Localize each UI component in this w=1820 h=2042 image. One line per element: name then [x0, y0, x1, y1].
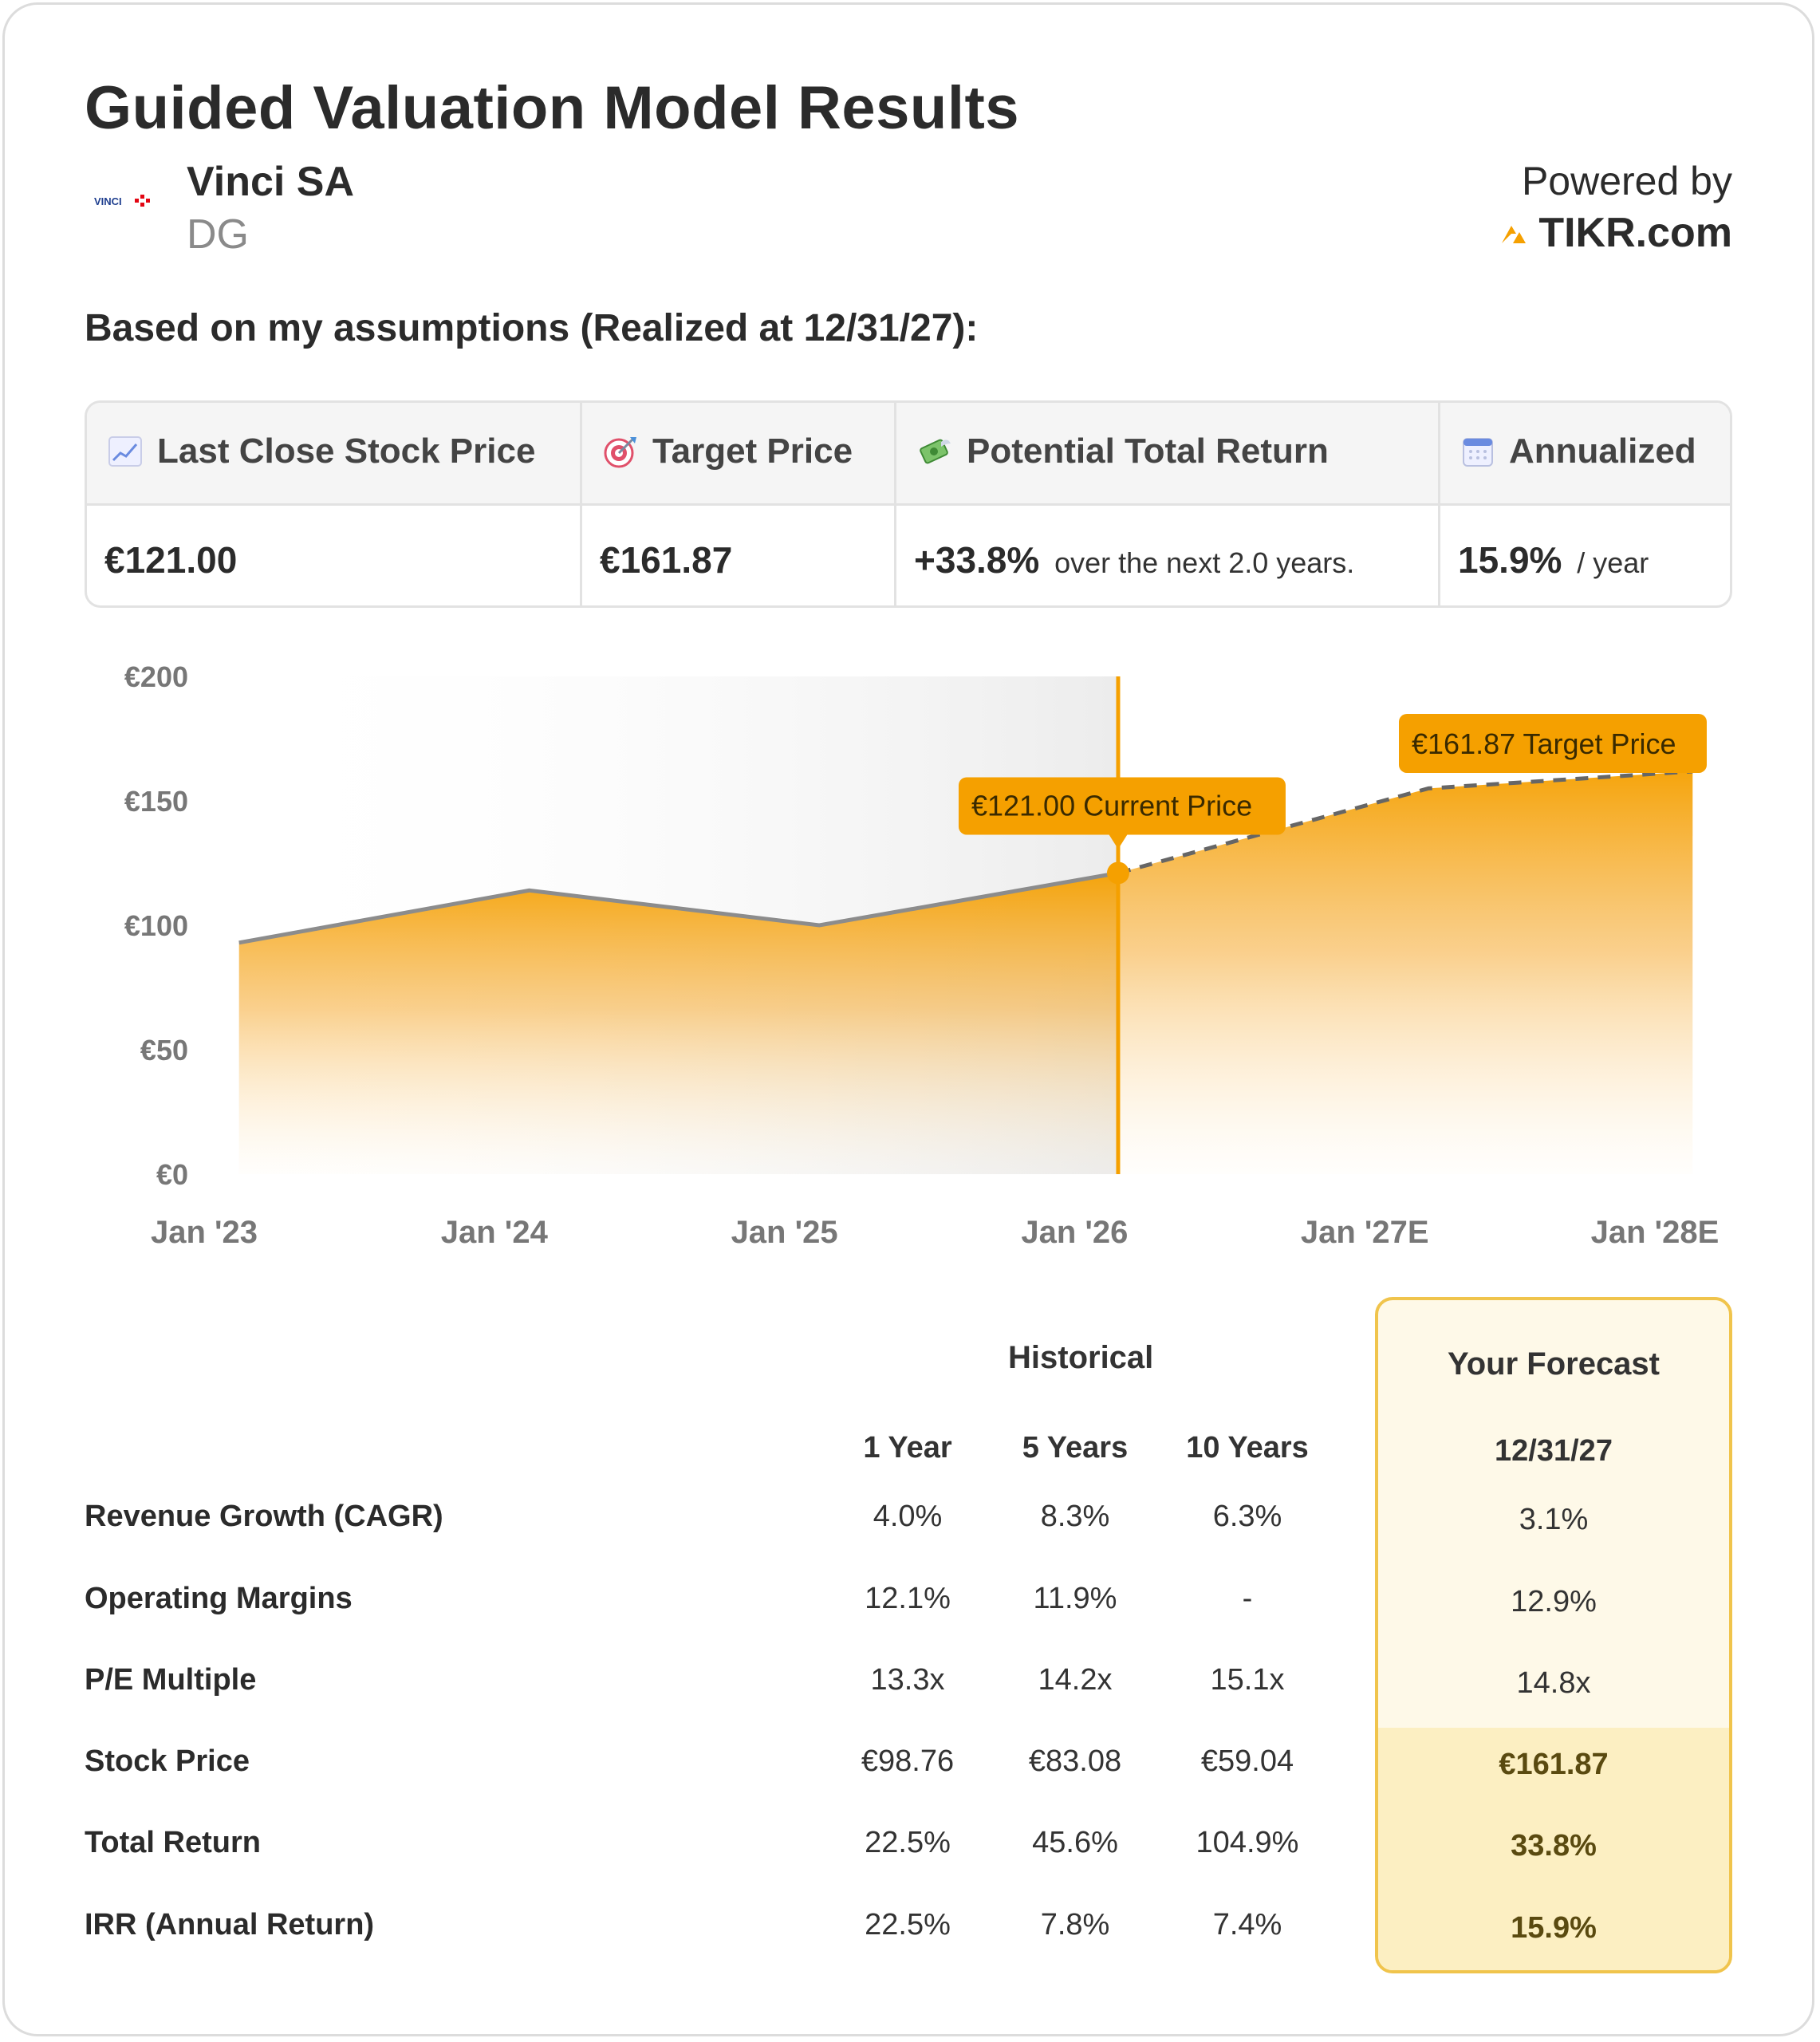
- tikr-logo-icon: [1502, 226, 1527, 243]
- ticker-symbol: DG: [187, 211, 249, 258]
- x-tick-label: Jan '26: [1021, 1215, 1128, 1250]
- table-cell: 45.6%: [1032, 1826, 1118, 1859]
- summary-col-annualized: Annualized 15.9% / year: [1438, 403, 1730, 605]
- table-cell: 7.4%: [1212, 1908, 1282, 1941]
- annualized-value: 15.9%: [1458, 539, 1562, 581]
- y-tick-label: €0: [156, 1158, 188, 1191]
- table-cell: 13.3x: [870, 1663, 945, 1697]
- current-price-marker: [1106, 861, 1129, 885]
- forecast-price-line: [1117, 769, 1693, 875]
- table-cell: €59.04: [1200, 1744, 1294, 1778]
- table-cell: 6.3%: [1212, 1500, 1282, 1533]
- row-label: Total Return: [85, 1826, 261, 1859]
- historical-area: [238, 873, 1118, 1174]
- table-cell: -: [1242, 1582, 1253, 1615]
- col-10-years: 10 Years: [1186, 1431, 1309, 1464]
- summary-header-row: [87, 403, 1730, 506]
- summary-col-target: Target Price €161.87: [580, 403, 894, 605]
- table-cell: 8.3%: [1040, 1500, 1110, 1533]
- forecast-title: Your Forecast: [1448, 1346, 1660, 1382]
- target-price-tooltip: €161.87 Target Price: [1399, 713, 1707, 773]
- page-title: Guided Valuation Model Results: [85, 74, 1020, 142]
- vinci-logo: VINCI: [94, 195, 150, 207]
- target-label: Target Price: [652, 432, 853, 471]
- powered-by-label: Powered by: [1521, 159, 1732, 203]
- col-1-year: 1 Year: [863, 1431, 952, 1464]
- calendar-icon: [1463, 438, 1493, 467]
- money-with-wings-icon: [920, 439, 951, 464]
- tikr-brand[interactable]: TIKR.com: [1500, 209, 1732, 257]
- row-label: Stock Price: [85, 1744, 250, 1778]
- y-tick-label: €200: [124, 660, 188, 693]
- x-tick-label: Jan '28E: [1591, 1215, 1720, 1250]
- table-cell: 11.9%: [1033, 1582, 1117, 1615]
- y-tick-label: €50: [140, 1034, 188, 1066]
- table-cell: 22.5%: [865, 1826, 951, 1859]
- target-price-label: €161.87 Target Price: [1412, 727, 1676, 760]
- table-cell: 4.0%: [873, 1500, 943, 1533]
- table-cell: 22.5%: [865, 1908, 951, 1941]
- forecast-highlight: [1378, 1728, 1729, 1970]
- forecast-date: 12/31/27: [1495, 1434, 1613, 1468]
- target-icon: [604, 437, 636, 468]
- current-price-tooltip: €121.00 Current Price: [958, 777, 1286, 850]
- y-tick-label: €150: [124, 785, 188, 818]
- historical-heading: Historical: [1008, 1340, 1154, 1375]
- target-value: €161.87: [600, 539, 733, 581]
- historical-price-line: [238, 871, 1119, 945]
- last-close-value: €121.00: [104, 539, 238, 581]
- forecast-area: [1117, 771, 1693, 1174]
- company-name: Vinci SA: [187, 159, 355, 205]
- table-cell: 15.1x: [1210, 1663, 1285, 1697]
- last-close-label: Last Close Stock Price: [157, 432, 536, 471]
- table-cell: €83.08: [1028, 1744, 1122, 1778]
- x-tick-label: Jan '23: [151, 1215, 258, 1250]
- current-price-label: €121.00 Current Price: [971, 789, 1252, 822]
- x-tick-label: Jan '25: [731, 1215, 838, 1250]
- forecast-cell: 33.8%: [1511, 1829, 1597, 1863]
- forecast-cell: 14.8x: [1516, 1666, 1591, 1700]
- forecast-cell: 3.1%: [1519, 1503, 1589, 1536]
- total-return-note: over the next 2.0 years.: [1054, 546, 1355, 579]
- table-cell: 12.1%: [865, 1582, 951, 1615]
- annualized-note: / year: [1577, 546, 1649, 579]
- forecast-cell: €161.87: [1499, 1748, 1609, 1781]
- x-tick-label: Jan '27E: [1301, 1215, 1429, 1250]
- row-label: P/E Multiple: [85, 1663, 257, 1697]
- brand-text: TIKR.com: [1538, 210, 1732, 256]
- y-tick-label: €100: [124, 909, 188, 942]
- chart-increasing-icon: [108, 436, 142, 467]
- forecast-cell: 15.9%: [1511, 1911, 1597, 1945]
- total-return-value: +33.8%: [914, 539, 1040, 581]
- total-return-label: Potential Total Return: [967, 432, 1329, 471]
- table-cell: 7.8%: [1040, 1908, 1110, 1941]
- row-label: IRR (Annual Return): [85, 1908, 375, 1941]
- table-cell: €98.76: [861, 1744, 955, 1778]
- col-5-years: 5 Years: [1022, 1431, 1129, 1464]
- forecast-panel: Your Forecast 12/31/27: [1375, 1297, 1732, 1973]
- forecast-cell: 12.9%: [1511, 1585, 1597, 1618]
- table-cell: 104.9%: [1196, 1826, 1299, 1859]
- table-cell: 14.2x: [1038, 1663, 1113, 1697]
- summary-col-total-return: Potential Total Return +33.8% over the n…: [894, 403, 1438, 605]
- row-label: Revenue Growth (CAGR): [85, 1500, 443, 1533]
- svg-text:VINCI: VINCI: [94, 195, 122, 207]
- x-tick-label: Jan '24: [441, 1215, 549, 1250]
- annualized-label: Annualized: [1509, 432, 1696, 471]
- assumptions-heading: Based on my assumptions (Realized at 12/…: [85, 307, 979, 349]
- summary-table: Last Close Stock Price €121.00 Target Pr…: [85, 400, 1732, 608]
- row-label: Operating Margins: [85, 1582, 353, 1615]
- summary-col-last-close: Last Close Stock Price €121.00: [87, 403, 580, 605]
